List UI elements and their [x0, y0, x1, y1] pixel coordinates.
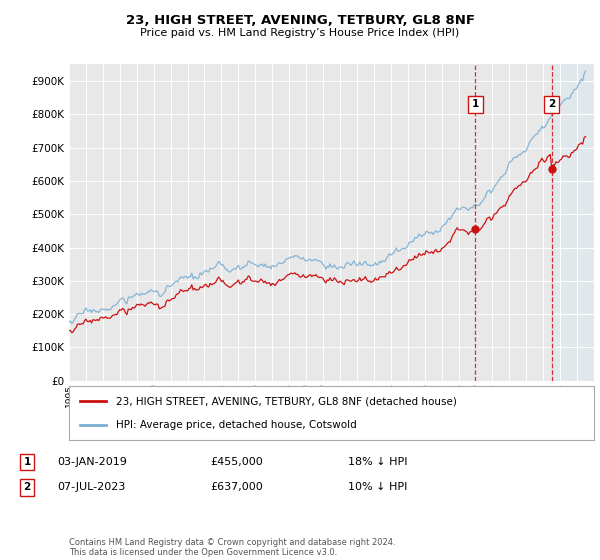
Text: 07-JUL-2023: 07-JUL-2023 [57, 482, 125, 492]
Text: 18% ↓ HPI: 18% ↓ HPI [348, 457, 407, 467]
Text: 2: 2 [548, 99, 555, 109]
Text: 03-JAN-2019: 03-JAN-2019 [57, 457, 127, 467]
Text: 1: 1 [472, 99, 479, 109]
Text: £637,000: £637,000 [210, 482, 263, 492]
Text: Price paid vs. HM Land Registry’s House Price Index (HPI): Price paid vs. HM Land Registry’s House … [140, 28, 460, 38]
Text: 10% ↓ HPI: 10% ↓ HPI [348, 482, 407, 492]
Text: Contains HM Land Registry data © Crown copyright and database right 2024.
This d: Contains HM Land Registry data © Crown c… [69, 538, 395, 557]
Text: 23, HIGH STREET, AVENING, TETBURY, GL8 8NF: 23, HIGH STREET, AVENING, TETBURY, GL8 8… [125, 14, 475, 27]
Text: 2: 2 [23, 482, 31, 492]
Bar [551, 64, 594, 381]
Text: HPI: Average price, detached house, Cotswold: HPI: Average price, detached house, Cots… [116, 419, 357, 430]
Text: 1: 1 [23, 457, 31, 467]
Text: £455,000: £455,000 [210, 457, 263, 467]
Text: 23, HIGH STREET, AVENING, TETBURY, GL8 8NF (detached house): 23, HIGH STREET, AVENING, TETBURY, GL8 8… [116, 396, 457, 407]
